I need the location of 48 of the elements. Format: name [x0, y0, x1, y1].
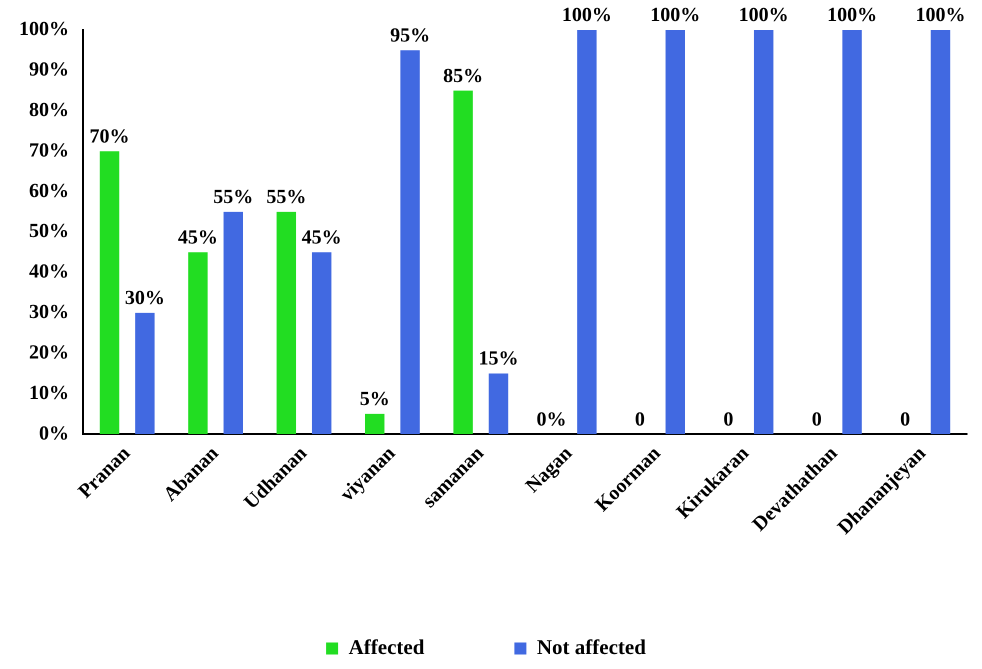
y-tick-label: 30% [29, 301, 69, 324]
y-tick-label: 80% [29, 98, 69, 121]
data-label: 55% [266, 186, 306, 208]
legend-label: Affected [348, 634, 425, 659]
bar [400, 50, 420, 434]
bar [488, 373, 508, 434]
data-label: 100% [915, 4, 966, 26]
data-label: 5% [360, 388, 390, 410]
bar [135, 312, 155, 434]
data-label: 70% [90, 125, 130, 148]
data-label: 85% [443, 64, 484, 87]
bar [754, 30, 774, 434]
bar [577, 30, 597, 434]
y-tick-label: 0% [39, 422, 69, 444]
data-label: 95% [390, 24, 430, 46]
data-label: 100% [827, 4, 878, 26]
data-label: 45% [178, 226, 218, 248]
bar [276, 212, 296, 434]
y-tick-label: 90% [29, 58, 69, 81]
data-label: 15% [478, 348, 518, 370]
data-label: 0% [536, 408, 567, 430]
bar [312, 252, 332, 434]
y-tick-label: 60% [29, 180, 69, 202]
data-label: 0 [900, 408, 910, 430]
bar [930, 30, 950, 434]
data-label: 45% [302, 226, 342, 248]
bar [666, 30, 686, 434]
bar [364, 414, 384, 434]
data-label: 0 [812, 408, 822, 430]
bar [224, 212, 244, 434]
bar [188, 252, 208, 434]
bar [100, 151, 120, 434]
data-label: 0 [723, 408, 734, 430]
y-tick-label: 50% [29, 220, 69, 242]
data-label: 100% [738, 4, 789, 26]
data-label: 55% [213, 186, 254, 208]
y-tick-label: 100% [19, 18, 69, 40]
bar [842, 30, 862, 434]
y-tick-label: 10% [29, 382, 69, 404]
data-label: 0 [634, 408, 645, 430]
y-tick-label: 70% [29, 139, 69, 162]
y-tick-label: 40% [29, 260, 69, 283]
bar [453, 90, 473, 434]
y-tick-label: 20% [29, 341, 69, 364]
data-label: 100% [650, 4, 700, 26]
legend-label: Not affected [536, 634, 646, 659]
data-label: 100% [562, 4, 612, 26]
data-label: 30% [124, 287, 165, 310]
